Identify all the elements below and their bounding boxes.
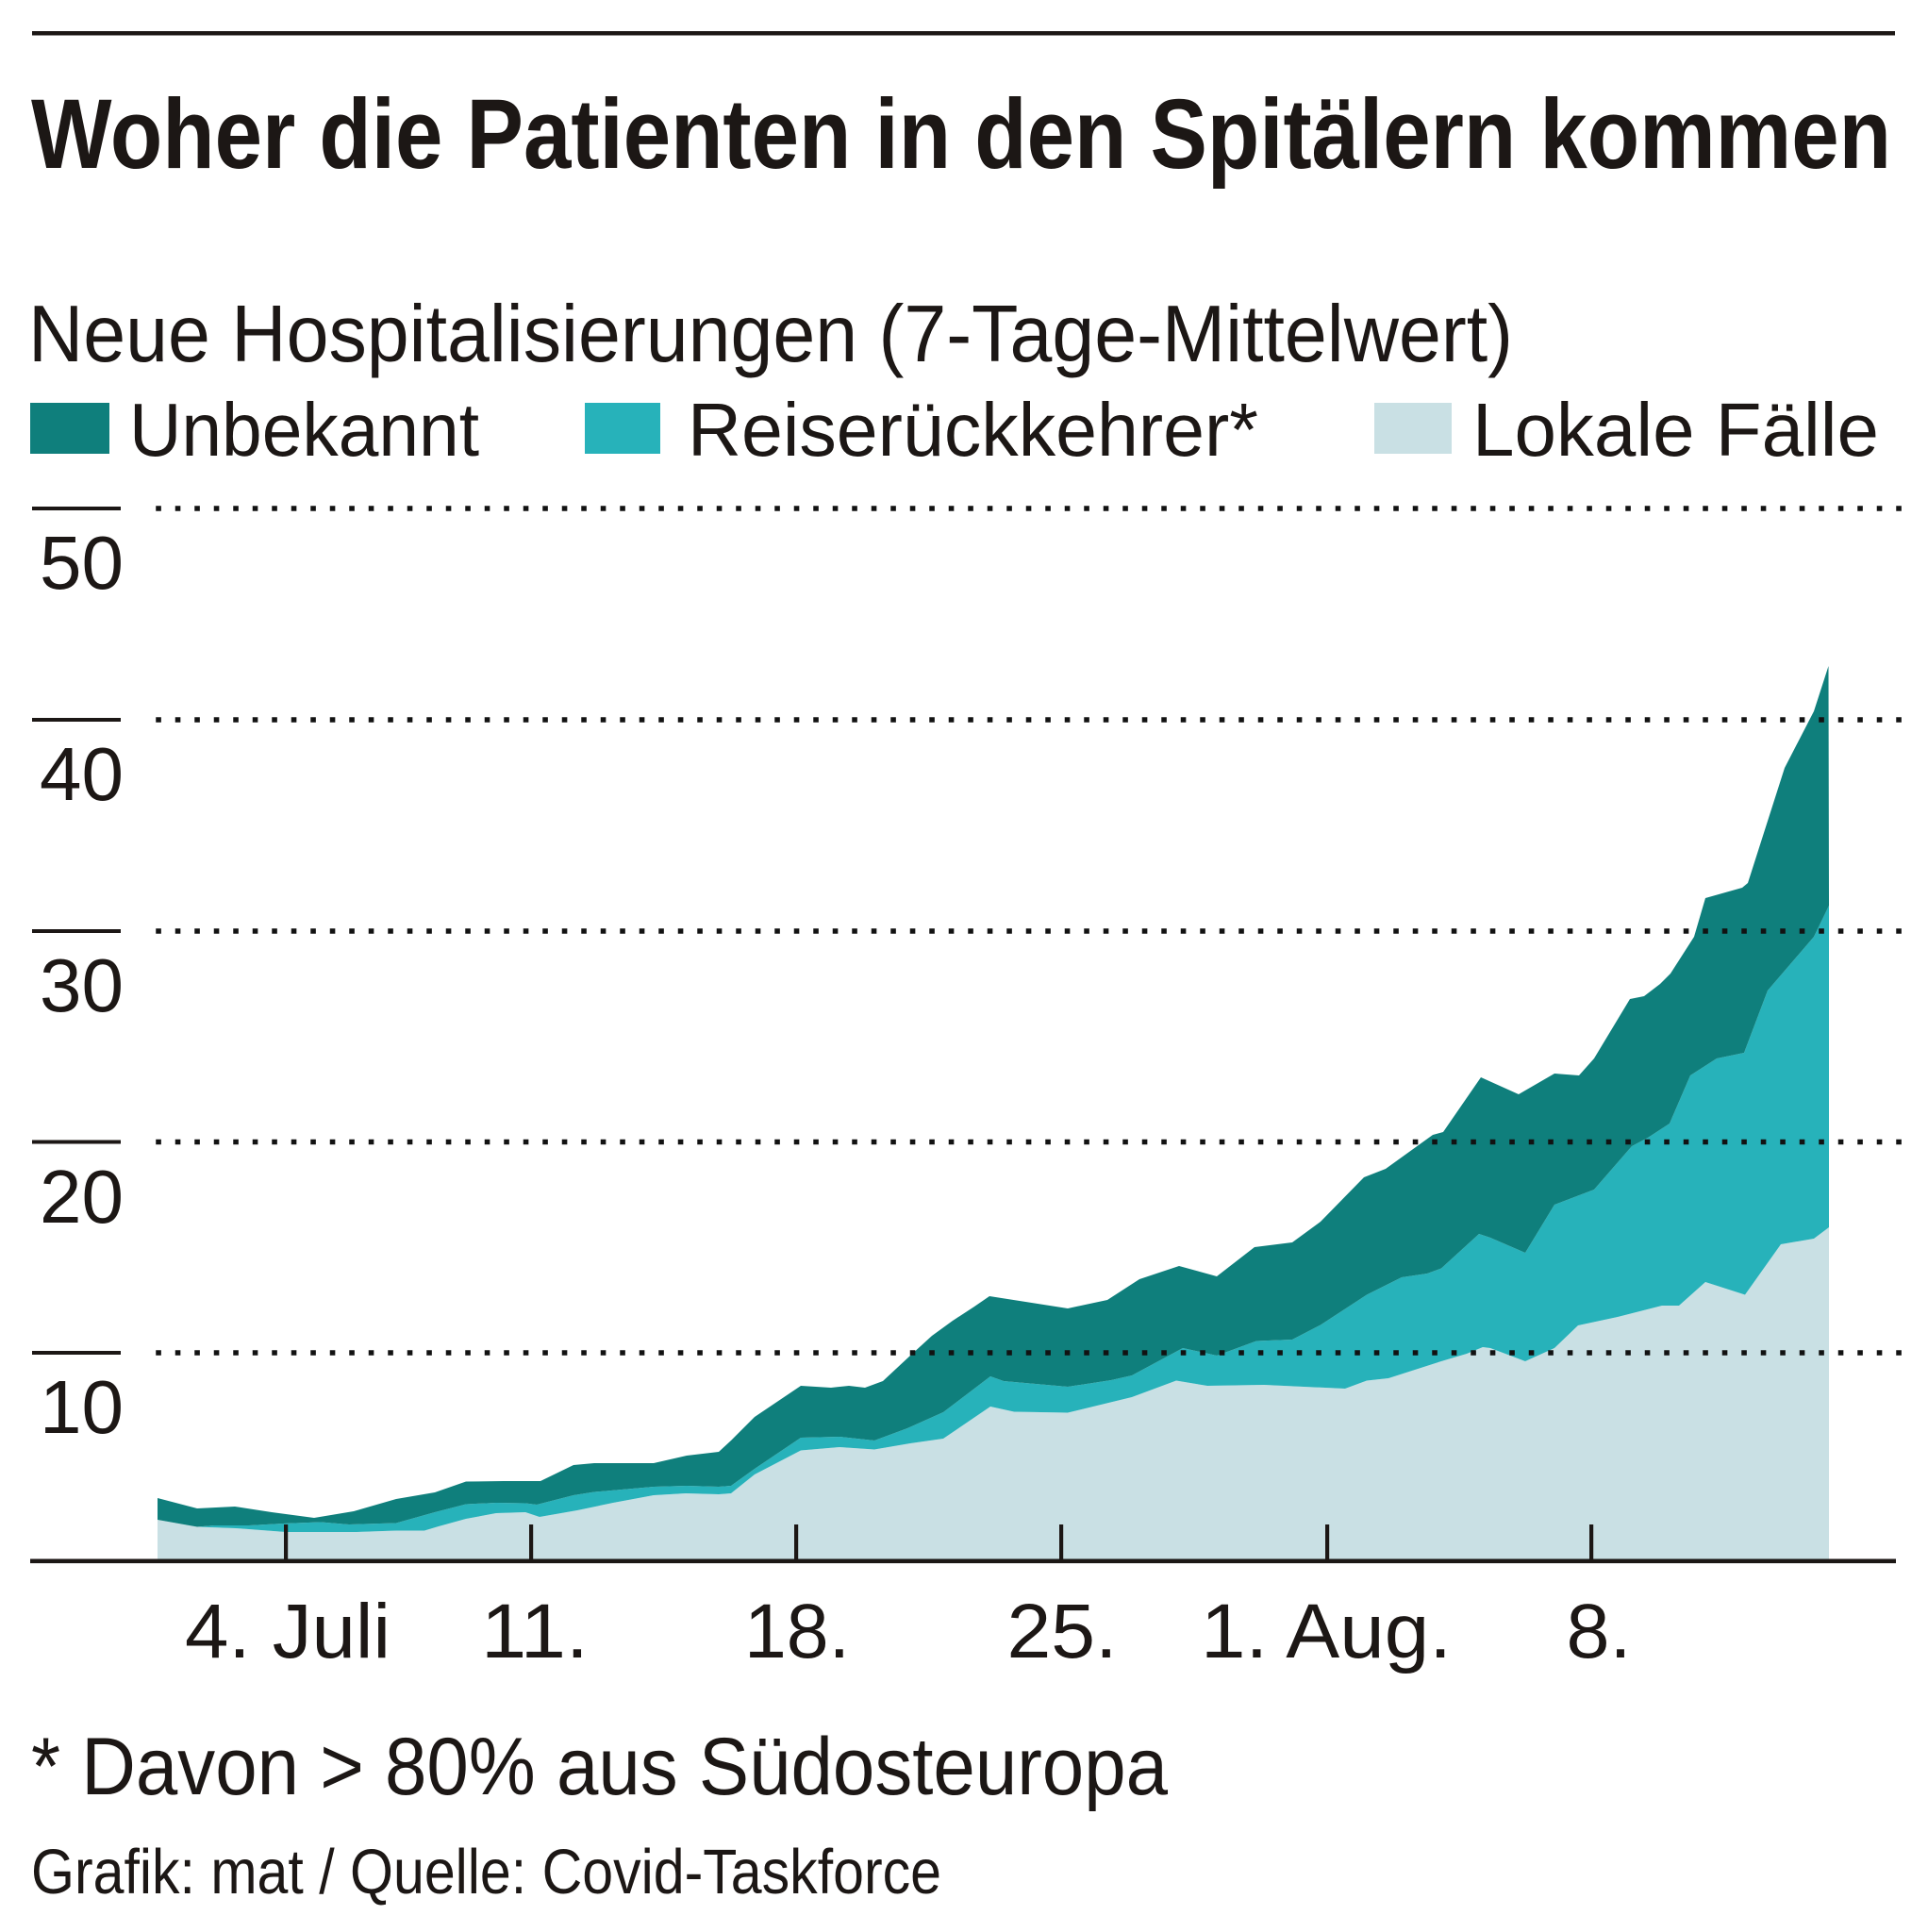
svg-text:Unbekannt: Unbekannt bbox=[129, 388, 479, 472]
svg-text:Lokale Fälle: Lokale Fälle bbox=[1472, 388, 1879, 472]
svg-text:50: 50 bbox=[40, 521, 124, 605]
svg-text:4. Juli: 4. Juli bbox=[185, 1589, 391, 1674]
svg-text:8.: 8. bbox=[1567, 1589, 1632, 1674]
svg-text:25.: 25. bbox=[1007, 1589, 1118, 1674]
svg-text:1. Aug.: 1. Aug. bbox=[1201, 1589, 1452, 1674]
svg-text:11.: 11. bbox=[481, 1589, 589, 1674]
svg-text:30: 30 bbox=[40, 943, 124, 1027]
svg-text:* Davon > 80% aus Südosteuropa: * Davon > 80% aus Südosteuropa bbox=[31, 1722, 1168, 1812]
svg-text:Neue Hospitalisierungen (7-Tag: Neue Hospitalisierungen (7-Tage-Mittelwe… bbox=[28, 290, 1513, 379]
svg-text:10: 10 bbox=[40, 1365, 124, 1449]
svg-text:Woher die Patienten in den Spi: Woher die Patienten in den Spitälern kom… bbox=[31, 79, 1891, 190]
svg-text:40: 40 bbox=[40, 732, 124, 816]
svg-text:18.: 18. bbox=[744, 1589, 850, 1674]
svg-text:Reiserückkehrer*: Reiserückkehrer* bbox=[688, 388, 1258, 472]
svg-text:20: 20 bbox=[40, 1155, 124, 1239]
svg-text:Grafik: mat / Quelle: Covid-Ta: Grafik: mat / Quelle: Covid-Taskforce bbox=[31, 1837, 941, 1907]
